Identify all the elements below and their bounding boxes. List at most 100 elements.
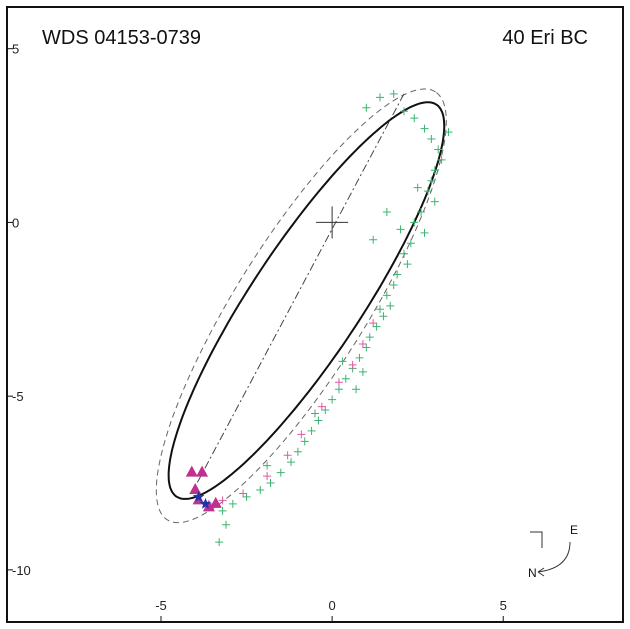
data-point-1-9 bbox=[218, 496, 227, 505]
data-point-0-20 bbox=[389, 280, 398, 289]
data-point-0-24 bbox=[372, 322, 381, 331]
compass-east-label: E bbox=[570, 523, 578, 537]
data-point-1-0 bbox=[369, 319, 378, 328]
data-point-0-3 bbox=[399, 107, 408, 116]
data-point-0-49 bbox=[444, 128, 453, 137]
data-point-0-1 bbox=[389, 89, 398, 98]
data-point-0-9 bbox=[430, 166, 439, 175]
data-point-0-11 bbox=[423, 187, 432, 196]
y-tick-label: -10 bbox=[12, 563, 31, 578]
x-tick-label: 5 bbox=[500, 598, 507, 613]
data-point-0-6 bbox=[427, 135, 436, 144]
data-point-2-1 bbox=[196, 465, 209, 477]
data-points-layer bbox=[185, 89, 453, 547]
data-point-2-4 bbox=[202, 500, 215, 512]
data-point-1-5 bbox=[297, 430, 306, 439]
orbit-layer bbox=[167, 101, 446, 500]
data-point-0-37 bbox=[287, 458, 296, 467]
data-point-0-18 bbox=[403, 260, 412, 269]
orbit-ellipse bbox=[167, 101, 446, 500]
data-point-0-27 bbox=[355, 353, 364, 362]
data-point-1-2 bbox=[348, 360, 357, 369]
data-point-1-7 bbox=[263, 472, 272, 481]
data-point-2-0 bbox=[185, 465, 198, 477]
compass-north-label: N bbox=[528, 566, 537, 580]
data-point-0-25 bbox=[365, 333, 374, 342]
primary-marker-layer bbox=[316, 206, 349, 239]
data-point-0-45 bbox=[222, 520, 231, 529]
prev-orbit-layer bbox=[155, 88, 447, 524]
plot-frame bbox=[6, 6, 624, 623]
data-point-0-51 bbox=[352, 385, 361, 394]
data-point-0-29 bbox=[341, 374, 350, 383]
line-of-nodes-layer bbox=[194, 93, 405, 487]
compass-indicator: E N bbox=[528, 523, 578, 580]
previous-orbit-ellipse bbox=[155, 88, 447, 524]
data-point-0-47 bbox=[382, 208, 391, 216]
data-point-0-19 bbox=[393, 270, 402, 279]
x-tick-label: -5 bbox=[155, 598, 167, 613]
data-point-0-52 bbox=[311, 409, 319, 418]
data-point-1-6 bbox=[283, 451, 292, 460]
data-point-0-14 bbox=[410, 218, 419, 227]
data-point-0-30 bbox=[334, 385, 343, 394]
data-point-1-3 bbox=[334, 378, 343, 387]
data-point-0-15 bbox=[420, 228, 429, 237]
data-point-0-23 bbox=[379, 312, 388, 321]
data-point-0-55 bbox=[376, 305, 385, 314]
data-point-0-16 bbox=[406, 239, 415, 248]
data-point-0-7 bbox=[434, 145, 443, 154]
data-point-0-21 bbox=[382, 291, 391, 300]
data-point-0-43 bbox=[218, 506, 227, 515]
data-point-0-12 bbox=[430, 197, 439, 206]
data-point-0-5 bbox=[420, 124, 429, 133]
data-point-0-31 bbox=[328, 395, 337, 404]
data-point-0-4 bbox=[410, 114, 419, 123]
line-of-nodes bbox=[194, 93, 405, 487]
data-point-0-56 bbox=[396, 225, 405, 234]
data-point-2-5 bbox=[209, 496, 222, 508]
data-point-0-40 bbox=[256, 485, 265, 494]
data-point-0-33 bbox=[314, 416, 323, 425]
chart-title-left: WDS 04153-0739 bbox=[42, 27, 201, 49]
y-tick-label: 0 bbox=[12, 215, 19, 230]
data-point-0-0 bbox=[376, 93, 385, 102]
primary-star-marker bbox=[316, 206, 349, 239]
ticks-layer: -5 0 5 5 0 -5 -10 bbox=[7, 42, 507, 622]
data-point-1-8 bbox=[239, 489, 248, 498]
compass-frame-line bbox=[530, 531, 543, 548]
data-point-0-46 bbox=[215, 538, 224, 547]
data-point-0-42 bbox=[228, 499, 237, 508]
compass-arrow-head bbox=[537, 567, 545, 577]
data-point-0-32 bbox=[321, 406, 330, 415]
data-point-0-39 bbox=[266, 479, 275, 488]
data-point-0-41 bbox=[242, 492, 251, 501]
data-point-0-22 bbox=[386, 301, 395, 310]
data-point-0-34 bbox=[307, 426, 316, 435]
data-point-0-48 bbox=[369, 235, 378, 244]
y-tick-label: 5 bbox=[12, 42, 19, 57]
data-point-0-50 bbox=[338, 357, 347, 366]
data-point-0-8 bbox=[437, 155, 446, 164]
x-tick-label: 0 bbox=[328, 598, 335, 613]
data-point-0-17 bbox=[399, 249, 408, 258]
data-point-3-0 bbox=[192, 490, 205, 502]
y-tick-label: -5 bbox=[12, 389, 24, 404]
data-point-0-36 bbox=[293, 447, 302, 456]
data-point-3-1 bbox=[199, 497, 212, 509]
compass-arrow-curve bbox=[537, 541, 571, 573]
data-point-0-13 bbox=[417, 208, 426, 216]
data-point-0-53 bbox=[263, 461, 272, 470]
data-point-0-2 bbox=[362, 103, 371, 112]
data-point-0-38 bbox=[276, 468, 285, 477]
data-point-2-2 bbox=[189, 482, 202, 494]
data-point-0-10 bbox=[427, 176, 436, 185]
data-point-1-1 bbox=[358, 340, 367, 349]
data-point-1-4 bbox=[317, 402, 326, 411]
data-point-0-35 bbox=[300, 437, 309, 446]
data-point-0-26 bbox=[362, 343, 371, 352]
data-point-0-57 bbox=[358, 367, 367, 376]
data-point-0-54 bbox=[413, 183, 422, 192]
chart-title-right: 40 Eri BC bbox=[502, 27, 588, 49]
